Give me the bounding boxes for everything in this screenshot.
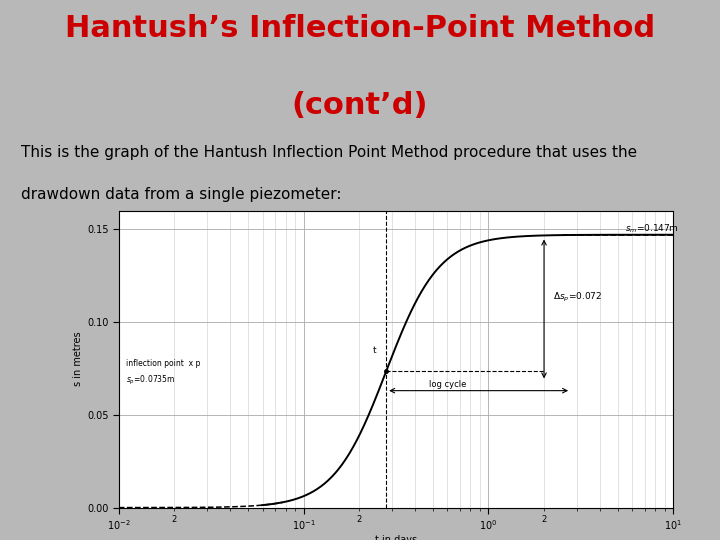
Text: $\Delta s_p$=0.072: $\Delta s_p$=0.072 <box>553 291 603 304</box>
Text: $t_p$= 2.8 $\times$10$^{-2}$days: $t_p$= 2.8 $\times$10$^{-2}$days <box>349 538 423 540</box>
X-axis label: t in days: t in days <box>375 535 417 540</box>
Text: This is the graph of the Hantush Inflection Point Method procedure that uses the: This is the graph of the Hantush Inflect… <box>22 145 637 160</box>
Text: t: t <box>373 346 377 355</box>
Y-axis label: s in metres: s in metres <box>73 332 83 387</box>
Text: (cont’d): (cont’d) <box>292 91 428 120</box>
Text: drawdown data from a single piezometer:: drawdown data from a single piezometer: <box>22 187 342 202</box>
Text: $s_p$=0.0735m: $s_p$=0.0735m <box>127 374 176 387</box>
Text: log cycle: log cycle <box>428 380 466 389</box>
Text: $s_m$=0.147m: $s_m$=0.147m <box>625 223 679 235</box>
Text: Hantush’s Inflection-Point Method: Hantush’s Inflection-Point Method <box>65 14 655 43</box>
Text: inflection point  x p: inflection point x p <box>127 359 201 368</box>
